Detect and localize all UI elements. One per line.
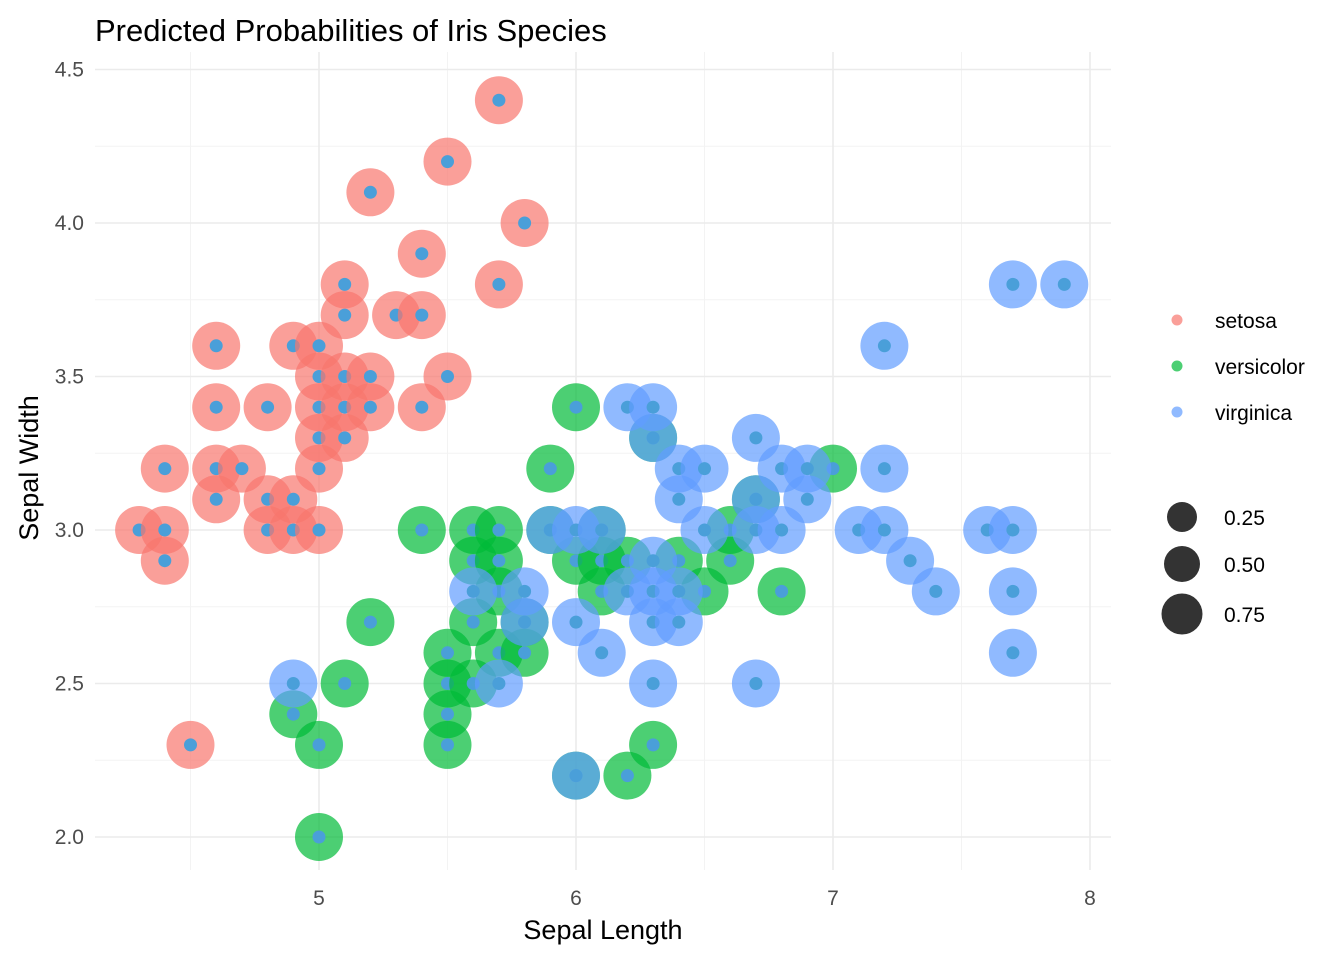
data-point-virginica (988, 260, 1037, 309)
data-point-virginica (860, 321, 909, 370)
data-point-setosa (397, 291, 446, 340)
data-point-versicolor (295, 813, 343, 861)
legend-label: setosa (1215, 310, 1277, 333)
data-point-setosa (140, 444, 189, 493)
legend-item-virginica: virginica (1171, 402, 1292, 425)
x-tick-label: 5 (313, 887, 325, 910)
legend-key-versicolor (1171, 360, 1183, 372)
species-legend: setosa versicolor virginica (1171, 310, 1305, 425)
size-legend-key (1161, 593, 1203, 635)
data-point-virginica (988, 567, 1037, 616)
y-tick-label: 3.0 (55, 519, 84, 542)
data-point-virginica (500, 598, 549, 647)
data-point-virginica (577, 506, 626, 554)
data-point-virginica (449, 567, 498, 616)
data-point-virginica (552, 751, 600, 800)
data-point-setosa (397, 229, 446, 278)
data-point-versicolor (295, 720, 343, 769)
legend-item-versicolor: versicolor (1171, 356, 1305, 379)
data-point-versicolor (397, 506, 446, 554)
legend-label: virginica (1215, 402, 1292, 425)
data-point-versicolor (320, 659, 369, 708)
data-point-versicolor (423, 720, 472, 769)
size-legend-key (1164, 546, 1200, 582)
x-axis-title: Sepal Length (523, 915, 682, 945)
data-point-setosa (295, 506, 343, 554)
data-point-virginica (988, 628, 1037, 677)
data-point-versicolor (757, 567, 806, 616)
x-tick-label: 8 (1084, 887, 1096, 910)
data-point-setosa (140, 536, 189, 585)
probability-size-legend: 0.25 0.50 0.75 (1161, 502, 1265, 635)
data-point-setosa (320, 291, 369, 340)
size-legend-label: 0.75 (1224, 604, 1265, 627)
data-point-virginica (269, 659, 318, 708)
y-axis-ticks: 2.0 2.5 3.0 3.5 4.0 4.5 (55, 59, 84, 850)
data-point-setosa (243, 383, 292, 432)
chart-title: Predicted Probabilities of Iris Species (95, 13, 607, 48)
legend-label: versicolor (1215, 356, 1305, 379)
data-point-virginica (783, 475, 832, 524)
size-legend-item: 0.75 (1161, 593, 1265, 635)
data-point-virginica (680, 444, 729, 493)
data-point-virginica (1040, 260, 1089, 309)
legend-key-virginica (1171, 406, 1183, 418)
data-point-virginica (860, 444, 909, 493)
data-point-setosa (423, 352, 472, 401)
x-axis-ticks: 5 6 7 8 (313, 887, 1096, 910)
data-point-virginica (474, 659, 523, 708)
data-point-setosa (346, 168, 395, 217)
x-tick-label: 6 (570, 887, 582, 910)
size-legend-label: 0.25 (1224, 507, 1265, 530)
size-legend-item: 0.25 (1167, 502, 1265, 532)
size-legend-item: 0.50 (1164, 546, 1265, 582)
data-point-setosa (474, 76, 523, 125)
y-tick-label: 4.5 (55, 59, 84, 82)
size-legend-key (1167, 502, 1197, 532)
data-point-versicolor (526, 444, 575, 493)
data-point-setosa (192, 321, 241, 370)
legend-key-setosa (1171, 314, 1183, 326)
data-point-virginica (988, 506, 1037, 554)
grid (95, 52, 1111, 870)
data-point-virginica (654, 598, 703, 647)
y-tick-label: 4.0 (55, 212, 84, 235)
data-point-setosa (500, 199, 549, 247)
data-point-virginica (577, 628, 626, 677)
data-point-setosa (346, 383, 395, 432)
data-point-virginica (680, 506, 729, 554)
y-tick-label: 3.5 (55, 366, 84, 389)
data-point-virginica (731, 659, 780, 708)
data-point-versicolor (346, 598, 395, 647)
y-tick-label: 2.0 (55, 826, 84, 849)
size-legend-label: 0.50 (1224, 554, 1265, 577)
data-points (115, 76, 1089, 861)
data-point-versicolor (629, 720, 678, 769)
y-tick-label: 2.5 (55, 673, 84, 696)
data-point-virginica (911, 567, 960, 616)
data-point-setosa (166, 720, 215, 769)
data-point-virginica (629, 659, 678, 708)
data-point-setosa (474, 260, 523, 309)
data-point-setosa (423, 137, 472, 186)
x-tick-label: 7 (827, 887, 839, 910)
data-point-setosa (192, 383, 241, 432)
legend-item-setosa: setosa (1171, 310, 1277, 333)
data-point-versicolor (552, 383, 600, 432)
y-axis-title: Sepal Width (14, 395, 44, 541)
